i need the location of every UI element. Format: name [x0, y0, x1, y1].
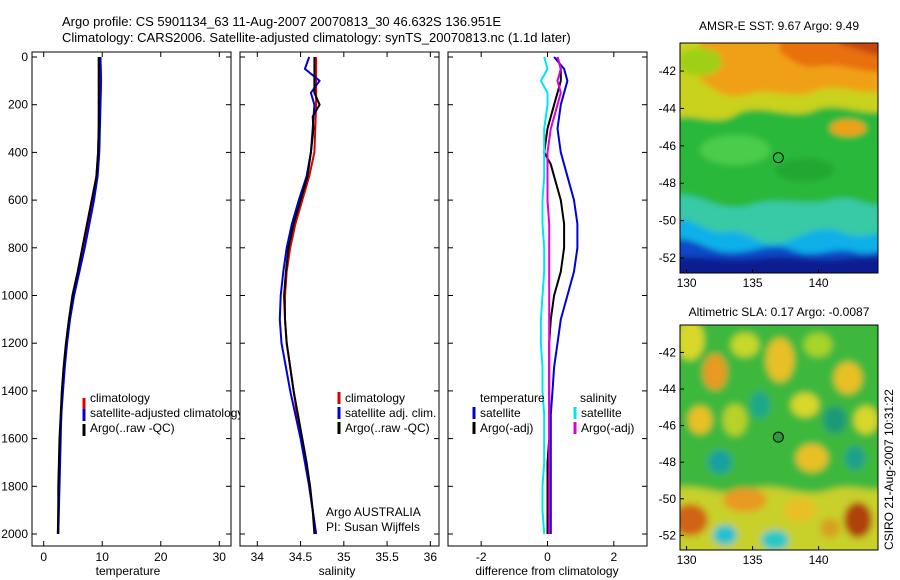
map-y-tick-label: -48: [659, 176, 677, 190]
x-tick-label: 10: [96, 550, 110, 564]
sst-argo-profile-marker: [772, 152, 784, 164]
y-tick-label: 400: [8, 145, 28, 159]
annotation-argo-australia: Argo AUSTRALIA: [326, 505, 421, 519]
temperature-panel: 0 200 400 600 800 1000 1200 1400 1600 1800 2000 0 10…: [1, 50, 243, 578]
legend-argo-label: Argo(..raw -QC): [345, 421, 430, 435]
series-line-4: [546, 56, 562, 534]
x-tick-label: 0: [544, 550, 551, 564]
map-y-tick-label: -52: [659, 251, 677, 265]
sst-map-ticks: 130 135 140 -42 -44 -46 -48 -50 -52: [659, 64, 829, 290]
difference-xlabel: difference from climatology: [475, 564, 618, 578]
x-tick-label: 34.5: [289, 550, 313, 564]
series-line-1: [549, 56, 579, 534]
map-y-tick-label: -52: [659, 528, 677, 542]
map-x-tick-label: 130: [677, 553, 697, 567]
salinity-ticks: 34 34.5 35 35.5 36: [240, 52, 439, 564]
series-line-3: [539, 56, 549, 535]
sst-map-title: AMSR-E SST: 9.67 Argo: 9.49: [699, 19, 859, 33]
legend-salinity-title: salinity: [580, 391, 617, 405]
legend-temp-argo-label: Argo(-adj): [480, 421, 533, 435]
sla-map-ticks: 130 135 140 -42 -44 -46 -48 -50 -52: [659, 345, 829, 567]
series-line-2: [57, 56, 103, 535]
map-y-tick-label: -50: [659, 492, 677, 506]
y-tick-label: 2000: [1, 527, 28, 541]
legend-climatology-label: climatology: [345, 391, 405, 405]
map-y-tick-label: -50: [659, 214, 677, 228]
y-tick-label: 1600: [1, 432, 28, 446]
salinity-xlabel: salinity: [319, 564, 356, 578]
map-y-tick-label: -44: [659, 101, 677, 115]
legend-temp-satellite-label: satellite: [480, 406, 521, 420]
map-y-tick-label: -44: [659, 382, 677, 396]
csiro-timestamp: CSIRO 21-Aug-2007 10:31:22: [882, 389, 896, 550]
sla-map-frame: [679, 324, 879, 551]
sla-argo-profile-marker: [772, 431, 784, 443]
legend-satellite-adj-label: satellite adj. clim.: [345, 406, 436, 420]
legend-satellite-adjusted-label: satellite-adjusted climatology: [90, 406, 243, 420]
y-tick-label: 1200: [1, 336, 28, 350]
x-tick-label: 35: [337, 550, 351, 564]
x-tick-label: 0: [40, 550, 47, 564]
map-y-tick-label: -48: [659, 455, 677, 469]
series-line-2: [278, 56, 321, 535]
legend-temperature-title: temperature: [480, 391, 545, 405]
temperature-series: [56, 56, 103, 535]
header-line-1: Argo profile: CS 5901134_63 11-Aug-2007 …: [62, 14, 501, 29]
x-tick-label: 35.5: [375, 550, 399, 564]
annotation-pi: PI: Susan Wijffels: [326, 520, 420, 534]
legend-sal-argo-label: Argo(-adj): [581, 421, 634, 435]
difference-ticks: -2 0 2: [448, 52, 647, 564]
difference-panel: -2 0 2 difference from climatology tempera…: [447, 51, 648, 578]
legend-argo-label: Argo(..raw -QC): [90, 421, 175, 435]
sst-map-panel: AMSR-E SST: 9.67 Argo: 9.49 130 135 140 -42…: [659, 19, 879, 290]
x-tick-label: -2: [476, 550, 487, 564]
x-tick-label: 36: [424, 550, 438, 564]
salinity-series: [278, 56, 321, 535]
map-y-tick-label: -46: [659, 139, 677, 153]
temperature-xlabel: temperature: [96, 564, 161, 578]
sst-heatmap: [680, 43, 878, 273]
map-x-tick-label: 135: [743, 276, 763, 290]
series-line-3: [283, 57, 321, 535]
y-tick-label: 600: [8, 193, 28, 207]
y-tick-label: 200: [8, 98, 28, 112]
y-tick-label: 1000: [1, 289, 28, 303]
map-y-tick-label: -46: [659, 419, 677, 433]
x-tick-label: 2: [610, 550, 617, 564]
map-y-tick-label: -42: [659, 345, 677, 359]
difference-series: [539, 56, 579, 535]
series-line-3: [56, 57, 100, 535]
sla-map-panel: Altimetric SLA: 0.17 Argo: -0.0087: [659, 305, 879, 567]
y-tick-label: 1800: [1, 479, 28, 493]
y-tick-label: 1400: [1, 384, 28, 398]
temperature-ticks: 0 200 400 600 800 1000 1200 1400 1600 1800 2000 0 10…: [1, 50, 231, 564]
x-tick-label: 30: [213, 550, 227, 564]
map-x-tick-label: 140: [809, 276, 829, 290]
temperature-legend: climatology satellite-adjusted climatolo…: [82, 391, 243, 436]
temperature-plot-frame: [31, 51, 232, 547]
legend-climatology-label: climatology: [90, 391, 150, 405]
x-tick-label: 20: [154, 550, 168, 564]
salinity-panel: 34 34.5 35 35.5 36 salinity climatology sate…: [239, 51, 440, 578]
sla-map-title: Altimetric SLA: 0.17 Argo: -0.0087: [689, 305, 870, 319]
sst-map-frame: [679, 42, 879, 274]
map-x-tick-label: 140: [809, 553, 829, 567]
y-tick-label: 0: [21, 50, 28, 64]
difference-legend: temperature satellite Argo(-adj) salinit…: [472, 391, 634, 435]
x-tick-label: 34: [251, 550, 265, 564]
salinity-legend: climatology satellite adj. clim. Argo(..…: [337, 391, 436, 435]
map-x-tick-label: 135: [743, 553, 763, 567]
map-y-tick-label: -42: [659, 64, 677, 78]
header-line-2: Climatology: CARS2006. Satellite-adjuste…: [62, 30, 571, 45]
legend-sal-satellite-label: satellite: [581, 406, 622, 420]
salinity-plot-frame: [239, 51, 440, 547]
y-tick-label: 800: [8, 241, 28, 255]
map-x-tick-label: 130: [677, 276, 697, 290]
